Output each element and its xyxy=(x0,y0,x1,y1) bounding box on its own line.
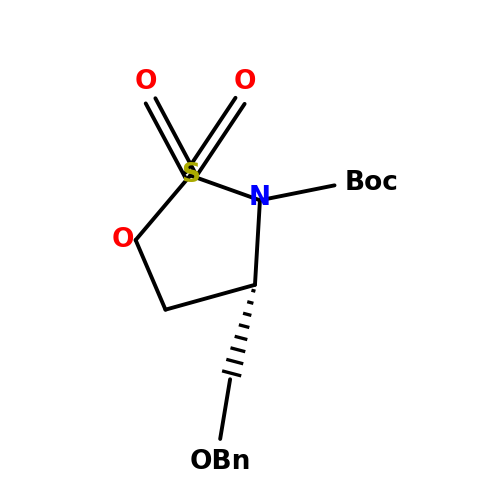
Text: S: S xyxy=(181,162,200,188)
Text: O: O xyxy=(234,69,256,95)
Text: O: O xyxy=(112,227,134,253)
Text: O: O xyxy=(134,69,157,95)
Text: Boc: Boc xyxy=(344,170,399,196)
Text: OBn: OBn xyxy=(190,449,251,475)
Text: N: N xyxy=(249,185,271,211)
